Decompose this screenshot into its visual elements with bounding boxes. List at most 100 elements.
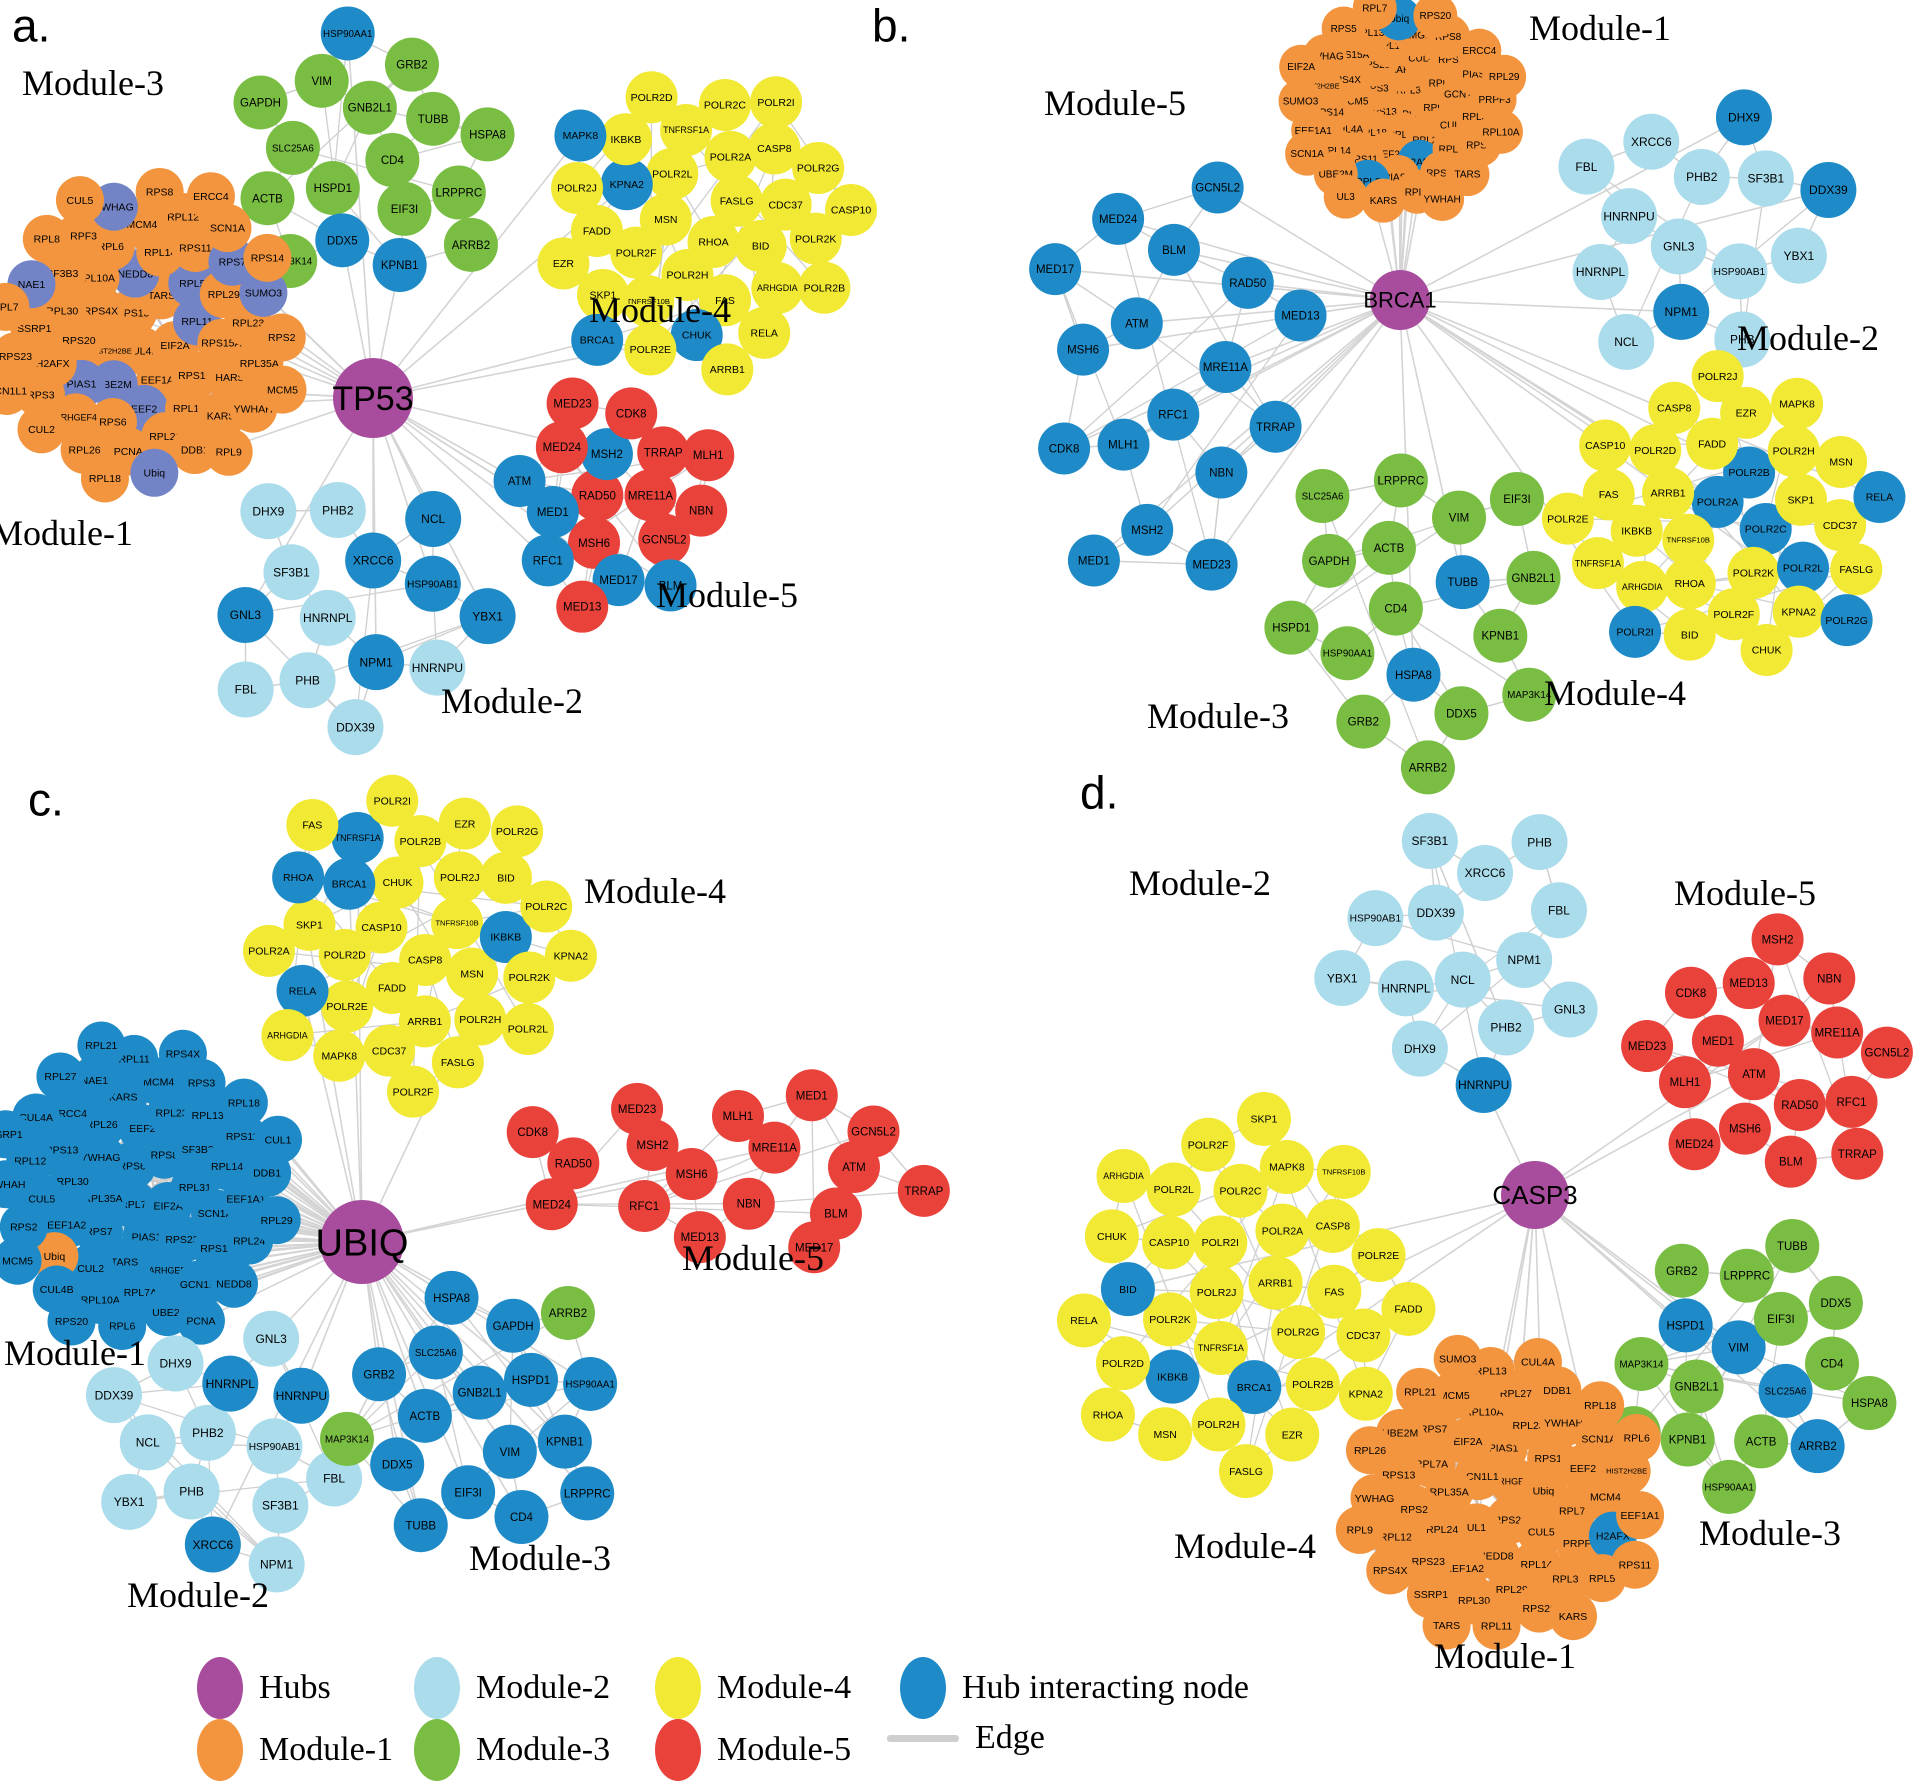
node-GRB2: GRB2 — [385, 38, 439, 92]
node-KPNB1: KPNB1 — [1661, 1413, 1715, 1467]
node-KPNB1: KPNB1 — [538, 1415, 592, 1469]
node-BRCA1: BRCA1 — [323, 858, 375, 910]
node-RFC1: RFC1 — [522, 534, 574, 586]
node-SF3B1: SF3B1 — [1402, 813, 1458, 869]
node-RPS8: RPS8 — [136, 168, 184, 216]
node-ARRB2: ARRB2 — [444, 218, 498, 272]
node-MED23: MED23 — [1186, 539, 1238, 591]
node-XRCC6: XRCC6 — [345, 533, 401, 589]
node-PHB2: PHB2 — [180, 1405, 236, 1461]
node-EZR: EZR — [537, 237, 589, 289]
node-RHOA: RHOA — [272, 851, 324, 903]
node-ARRB2: ARRB2 — [1791, 1419, 1845, 1473]
node-NPM1: NPM1 — [1496, 932, 1552, 988]
node-NBN: NBN — [723, 1178, 775, 1230]
node-DHX9: DHX9 — [240, 483, 296, 539]
node-RPS4X: RPS4X — [159, 1030, 207, 1078]
node-POLR2G: POLR2G — [1821, 594, 1873, 646]
node-POLR2J: POLR2J — [1692, 350, 1744, 402]
node-GCN5L2: GCN5L2 — [1192, 162, 1244, 214]
node-RELA: RELA — [276, 965, 328, 1017]
node-DDX39: DDX39 — [1408, 885, 1464, 941]
node-POLR2I: POLR2I — [366, 775, 418, 827]
node-NEDD8: NEDD8 — [210, 1260, 258, 1308]
node-RPL6: RPL6 — [1613, 1414, 1661, 1462]
node-KPNA2: KPNA2 — [545, 930, 597, 982]
node-LRPPRC: LRPPRC — [432, 166, 486, 220]
node-CASP10: CASP10 — [1579, 420, 1631, 472]
node-KPNA2: KPNA2 — [601, 158, 653, 210]
module-label: Module-2 — [127, 1575, 269, 1615]
node-MAP3K14: MAP3K14 — [320, 1412, 374, 1466]
node-LRPPRC: LRPPRC — [560, 1466, 614, 1520]
node-MLH1: MLH1 — [1659, 1056, 1711, 1108]
node-DHX9: DHX9 — [1716, 89, 1772, 145]
node-ARRB2: ARRB2 — [541, 1286, 595, 1340]
node-GNL3: GNL3 — [243, 1311, 299, 1367]
module-label: Module-2 — [1129, 863, 1271, 903]
node-HSP90AB1: HSP90AB1 — [1711, 243, 1767, 299]
node-MED17: MED17 — [1759, 995, 1811, 1047]
node-RPL26: RPL26 — [1346, 1426, 1394, 1474]
svg-text:CASP3: CASP3 — [1492, 1180, 1577, 1210]
node-RPL29: RPL29 — [1482, 55, 1526, 99]
node-GRB2: GRB2 — [1336, 695, 1390, 749]
node-RHOA: RHOA — [1081, 1388, 1135, 1442]
node-DDX5: DDX5 — [1809, 1276, 1863, 1330]
node-YWHAH: YWHAH — [1420, 177, 1464, 221]
node-POLR2I: POLR2I — [1609, 606, 1661, 658]
node-RPL29: RPL29 — [253, 1196, 301, 1244]
node-GAPDH: GAPDH — [234, 75, 288, 129]
svg-text:UBIQ: UBIQ — [316, 1222, 409, 1264]
node-CASP8: CASP8 — [1648, 382, 1700, 434]
node-MRE11A: MRE11A — [1199, 341, 1251, 393]
node-SLC25A6: SLC25A6 — [1759, 1364, 1813, 1418]
node-POLR2A: POLR2A — [243, 925, 295, 977]
node-FBL: FBL — [1531, 882, 1587, 938]
panel-a: CD4HSPD1GNB2L1EIF3ISLC25A6TUBBDDX5VIMLRP… — [0, 0, 877, 755]
node-CUL1: CUL1 — [254, 1116, 302, 1164]
node-MED24: MED24 — [1092, 193, 1144, 245]
module-label: Module-5 — [656, 575, 798, 615]
node-XRCC6: XRCC6 — [185, 1517, 241, 1573]
module-label: Module-4 — [1174, 1526, 1316, 1566]
node-POLR2C: POLR2C — [520, 881, 572, 933]
node-TNFRSF10B: TNFRSF10B — [1317, 1145, 1371, 1199]
node-NCL: NCL — [405, 491, 461, 547]
node-ACTB: ACTB — [1734, 1414, 1788, 1468]
node-HSP90AB1: HSP90AB1 — [246, 1418, 302, 1474]
node-CDC37: CDC37 — [1336, 1308, 1390, 1362]
node-HSPD1: HSPD1 — [504, 1353, 558, 1407]
node-GCN5L2: GCN5L2 — [1861, 1027, 1913, 1079]
node-POLR2C: POLR2C — [1213, 1164, 1267, 1218]
node-ARRB1: ARRB1 — [701, 343, 753, 395]
node-ATM: ATM — [1111, 297, 1163, 349]
node-RAD50: RAD50 — [1774, 1079, 1826, 1131]
module-label: Module-1 — [1529, 8, 1671, 48]
module-label: Module-5 — [682, 1238, 824, 1278]
node-POLR2H: POLR2H — [1191, 1398, 1245, 1452]
node-PHB: PHB — [1512, 814, 1568, 870]
node-FASLG: FASLG — [711, 175, 763, 227]
node-NBN: NBN — [1803, 952, 1855, 1004]
node-RELA: RELA — [1853, 471, 1905, 523]
panel-letter: d. — [1080, 767, 1118, 819]
node-MED23: MED23 — [547, 377, 599, 429]
node-KPNB1: KPNB1 — [1473, 609, 1527, 663]
node-HSPA8: HSPA8 — [461, 107, 515, 161]
node-CDK8: CDK8 — [1038, 422, 1090, 474]
node-VIM: VIM — [483, 1425, 537, 1479]
node-YBX1: YBX1 — [460, 588, 516, 644]
node-MRE11A: MRE11A — [1811, 1006, 1863, 1058]
node-IKBKB: IKBKB — [1146, 1350, 1200, 1404]
node-MED24: MED24 — [1669, 1118, 1721, 1170]
node-DDX39: DDX39 — [86, 1367, 142, 1423]
node-EIF3I: EIF3I — [441, 1465, 495, 1519]
node-GNL3: GNL3 — [217, 587, 273, 643]
node-BLM: BLM — [1148, 224, 1200, 276]
node-MCM5: MCM5 — [259, 366, 307, 414]
node-FADD: FADD — [1381, 1282, 1435, 1336]
node-MED1: MED1 — [786, 1069, 838, 1121]
node-YBX1: YBX1 — [101, 1474, 157, 1530]
